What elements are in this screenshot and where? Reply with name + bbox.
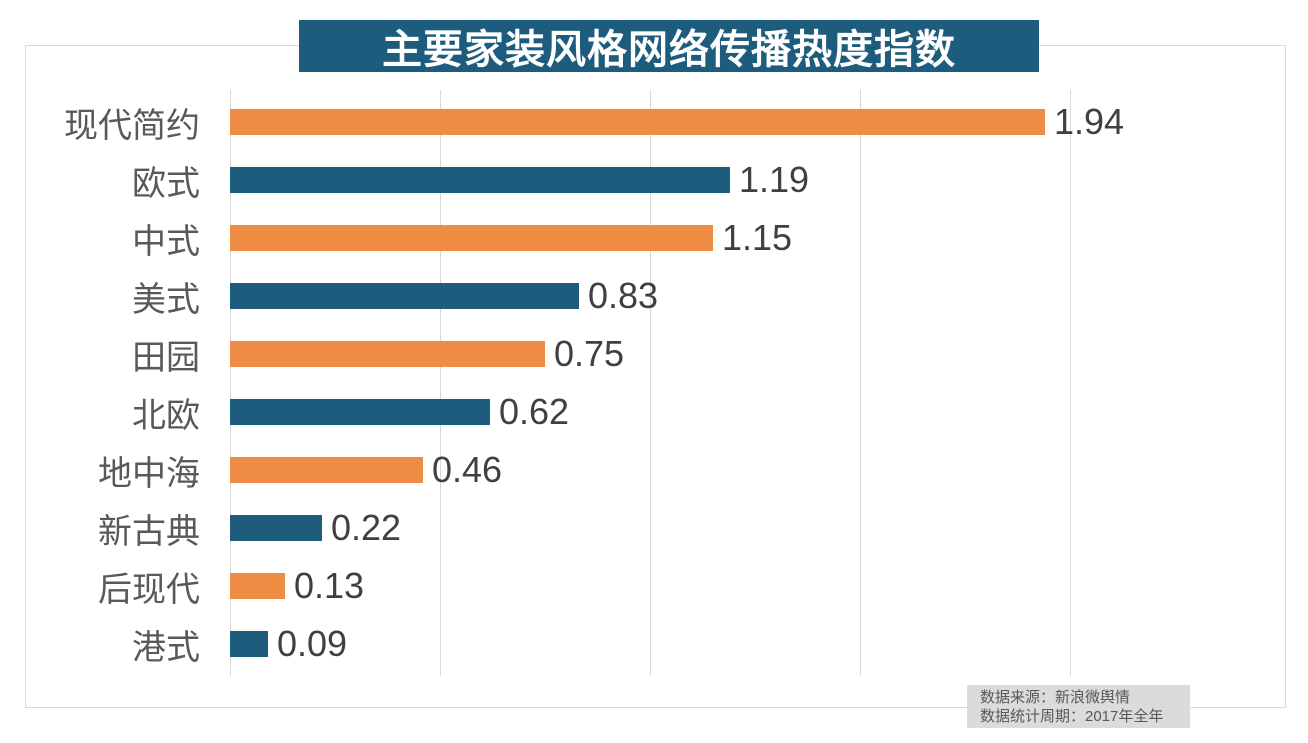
category-label: 后现代: [98, 570, 200, 609]
bar-row: 中式 1.15: [30, 209, 1280, 267]
value-label: 0.83: [588, 275, 659, 316]
value-label: 0.22: [331, 507, 402, 548]
value-label: 0.09: [277, 623, 348, 664]
bar: [230, 283, 579, 309]
chart-title: 主要家装风格网络传播热度指数: [382, 28, 956, 72]
category-label: 新古典: [98, 512, 200, 551]
bar: [230, 225, 713, 251]
bar-row: 欧式 1.19: [30, 151, 1280, 209]
bar-row: 现代简约 1.94: [30, 93, 1280, 151]
bar-row: 北欧 0.62: [30, 383, 1280, 441]
bar: [230, 631, 268, 657]
value-label: 1.94: [1054, 101, 1125, 142]
value-label: 1.15: [722, 217, 793, 258]
gridline: [440, 90, 441, 676]
bar: [230, 457, 423, 483]
source-note-line2: 数据统计周期：2017年全年: [980, 708, 1164, 725]
bar: [230, 399, 490, 425]
value-label: 1.19: [739, 159, 810, 200]
value-label: 0.75: [554, 333, 625, 374]
source-note-line1: 数据来源：新浪微舆情: [980, 689, 1131, 706]
bar-row: 美式 0.83: [30, 267, 1280, 325]
value-label: 0.62: [499, 391, 570, 432]
bar-row: 后现代 0.13: [30, 557, 1280, 615]
bar-row: 地中海 0.46: [30, 441, 1280, 499]
value-label: 0.13: [294, 565, 365, 606]
bar: [230, 515, 322, 541]
category-label: 地中海: [98, 454, 200, 493]
chart-title-box: 主要家装风格网络传播热度指数: [299, 20, 1039, 72]
category-label: 中式: [132, 222, 200, 261]
bar: [230, 341, 545, 367]
bar: [230, 167, 730, 193]
value-label: 0.46: [432, 449, 503, 490]
category-label: 港式: [132, 628, 200, 667]
category-label: 美式: [132, 280, 200, 319]
gridline: [860, 90, 861, 676]
bar-row: 田园 0.75: [30, 325, 1280, 383]
bar-row: 港式 0.09: [30, 615, 1280, 673]
bar: [230, 573, 285, 599]
category-label: 田园: [132, 338, 200, 377]
bar: [230, 109, 1045, 135]
category-label: 北欧: [132, 396, 200, 435]
y-axis-line: [230, 90, 231, 676]
bar-rows: 现代简约 1.94 欧式 1.19 中式 1.15 美式 0.83 田园 0.75 北欧 0.62 地中…: [30, 93, 1280, 673]
category-label: 欧式: [132, 164, 200, 203]
bar-row: 新古典 0.22: [30, 499, 1280, 557]
gridline: [650, 90, 651, 676]
gridline: [1070, 90, 1071, 676]
gridlines-container: [230, 90, 1286, 676]
source-note-box: 数据来源：新浪微舆情 数据统计周期：2017年全年: [967, 685, 1190, 728]
category-label: 现代简约: [64, 106, 200, 145]
